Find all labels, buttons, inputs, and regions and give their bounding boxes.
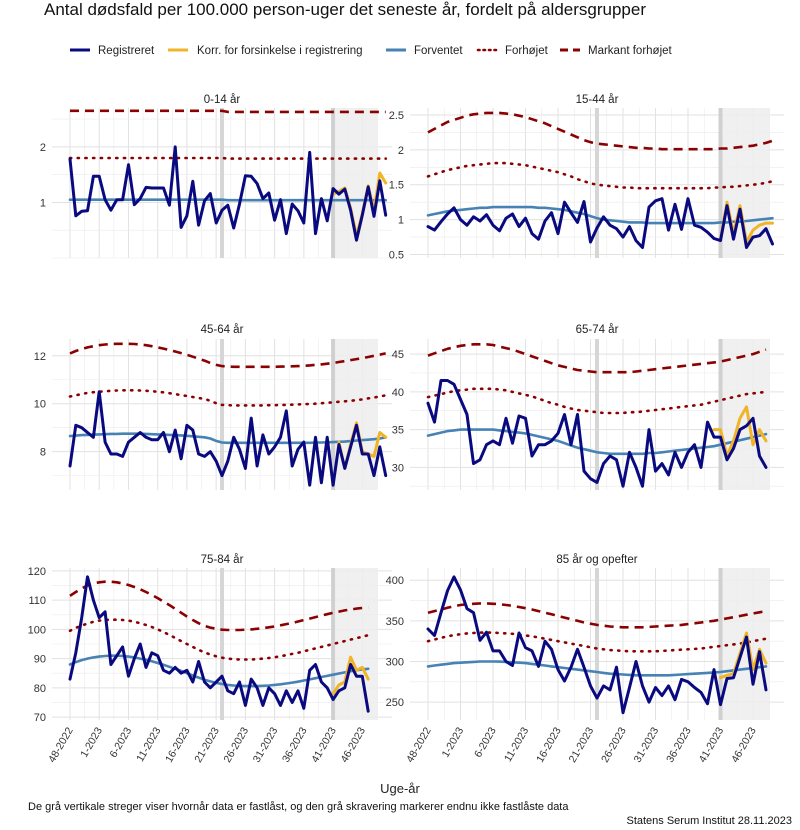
x-tick-label: 41-2023 bbox=[309, 725, 339, 765]
legend-label-korr: Korr. for forsinkelse i registrering bbox=[197, 45, 363, 57]
series-forhojet bbox=[426, 387, 768, 415]
y-tick-label: 1 bbox=[40, 197, 46, 209]
y-tick-label: 250 bbox=[386, 697, 404, 709]
y-tick-label: 110 bbox=[28, 595, 46, 607]
panel-2: 15-44 år 0.5 1 1.5 2 2.5 bbox=[389, 94, 784, 262]
x-tick-label: 36-2023 bbox=[664, 725, 694, 765]
panel-3: 45-64 år 8 10 12 bbox=[34, 324, 392, 490]
x-tick-label: 16-2023 bbox=[163, 725, 193, 765]
series-markant-forhojet bbox=[69, 342, 386, 369]
chart-title: Antal dødsfald per 100.000 person-uger d… bbox=[44, 0, 646, 19]
y-tick-label: 0.5 bbox=[389, 250, 404, 262]
x-tick-label: 26-2023 bbox=[222, 725, 252, 765]
x-tick-label: 21-2023 bbox=[192, 725, 222, 765]
y-tick-label: 400 bbox=[386, 575, 404, 587]
series-forhojet bbox=[426, 161, 774, 190]
y-tick-label: 2 bbox=[398, 145, 404, 157]
legend-label-forhojet: Forhøjet bbox=[505, 45, 549, 57]
x-tick-label: 16-2023 bbox=[534, 725, 564, 765]
panel-title: 45-64 år bbox=[201, 324, 244, 336]
y-tick-label: 300 bbox=[386, 656, 404, 668]
x-tick-label: 31-2023 bbox=[632, 725, 662, 765]
panel-4: 65-74 år 30 35 40 45 bbox=[392, 324, 784, 490]
series-registreret bbox=[426, 379, 768, 488]
x-tick-label: 26-2023 bbox=[599, 725, 629, 765]
y-tick-label: 30 bbox=[392, 462, 404, 474]
y-tick-label: 120 bbox=[28, 566, 46, 578]
x-tick-label: 6-2023 bbox=[108, 725, 135, 759]
panel-5: 75-84 år 70 80 90 100 110 120 48-2022 1-2023 6-20… bbox=[28, 554, 392, 765]
x-tick-label: 36-2023 bbox=[280, 725, 310, 765]
y-tick-label: 10 bbox=[34, 399, 46, 411]
source-note: Statens Serum Institut 28.11.2023 bbox=[626, 815, 792, 827]
series-forventet bbox=[68, 432, 387, 445]
panel-title: 0-14 år bbox=[204, 94, 241, 106]
y-tick-label: 90 bbox=[34, 654, 46, 666]
legend: Registreret Korr. for forsinkelse i regis… bbox=[70, 45, 673, 57]
y-tick-label: 350 bbox=[386, 616, 404, 628]
x-tick-label: 41-2023 bbox=[697, 725, 727, 765]
y-tick-label: 80 bbox=[34, 683, 46, 695]
panel-title: 75-84 år bbox=[201, 554, 244, 566]
series-registreret bbox=[426, 575, 768, 715]
panel-6: 85 år og opefter 250 300 350 400 48-2022 1-202… bbox=[386, 554, 784, 765]
x-tick-label: 1-2023 bbox=[440, 725, 467, 759]
unfrozen-shading bbox=[720, 339, 770, 490]
y-tick-label: 2.5 bbox=[389, 110, 404, 122]
y-tick-label: 100 bbox=[28, 624, 46, 636]
y-tick-label: 8 bbox=[40, 447, 46, 459]
x-tick-label: 6-2023 bbox=[472, 725, 499, 759]
y-tick-label: 35 bbox=[392, 425, 404, 437]
y-tick-label: 1.5 bbox=[389, 180, 404, 192]
y-tick-label: 70 bbox=[34, 712, 46, 724]
panel-title: 85 år og opefter bbox=[556, 554, 637, 566]
x-tick-label: 21-2023 bbox=[567, 725, 597, 765]
y-tick-label: 45 bbox=[392, 349, 404, 361]
panel-title: 65-74 år bbox=[576, 324, 619, 336]
x-tick-label: 1-2023 bbox=[78, 725, 105, 759]
x-axis-label: Uge-år bbox=[380, 781, 420, 796]
series-markant-forhojet bbox=[69, 580, 369, 632]
series-registreret bbox=[68, 575, 370, 713]
x-tick-label: 11-2023 bbox=[134, 725, 163, 764]
series-registreret bbox=[68, 145, 388, 242]
x-tick-label: 48-2022 bbox=[46, 725, 76, 765]
x-tick-label: 46-2023 bbox=[338, 725, 368, 765]
series-markant-forhojet bbox=[427, 111, 773, 151]
chart-caption: De grå vertikale streger viser hvornår d… bbox=[28, 801, 569, 813]
legend-label-registreret: Registreret bbox=[98, 45, 155, 57]
x-tick-label: 31-2023 bbox=[251, 725, 281, 765]
x-tick-label: 48-2022 bbox=[404, 725, 434, 765]
series-forhojet bbox=[68, 156, 387, 160]
y-tick-label: 2 bbox=[40, 142, 46, 154]
series-registreret bbox=[68, 390, 388, 487]
series-korr bbox=[331, 655, 370, 696]
series-forventet bbox=[426, 428, 768, 456]
series-markant-forhojet bbox=[427, 602, 767, 629]
series-forventet bbox=[426, 660, 768, 677]
series-markant-forhojet bbox=[70, 109, 386, 114]
series-forhojet bbox=[68, 618, 370, 661]
legend-label-markant: Markant forhøjet bbox=[588, 45, 673, 57]
y-tick-label: 1 bbox=[398, 215, 404, 227]
series-forhojet bbox=[426, 631, 768, 653]
series-markant-forhojet bbox=[427, 343, 767, 374]
panel-1: 0-14 år 1 2 bbox=[40, 94, 392, 259]
unfrozen-shading bbox=[333, 568, 378, 720]
y-tick-label: 12 bbox=[34, 351, 46, 363]
series-forhojet bbox=[68, 389, 387, 407]
series-forventet bbox=[426, 205, 774, 225]
x-tick-label: 11-2023 bbox=[502, 725, 531, 764]
y-tick-label: 40 bbox=[392, 387, 404, 399]
panel-title: 15-44 år bbox=[576, 94, 619, 106]
series-registreret bbox=[426, 197, 774, 249]
x-tick-label: 46-2023 bbox=[729, 725, 759, 765]
legend-label-forventet: Forventet bbox=[414, 45, 463, 57]
